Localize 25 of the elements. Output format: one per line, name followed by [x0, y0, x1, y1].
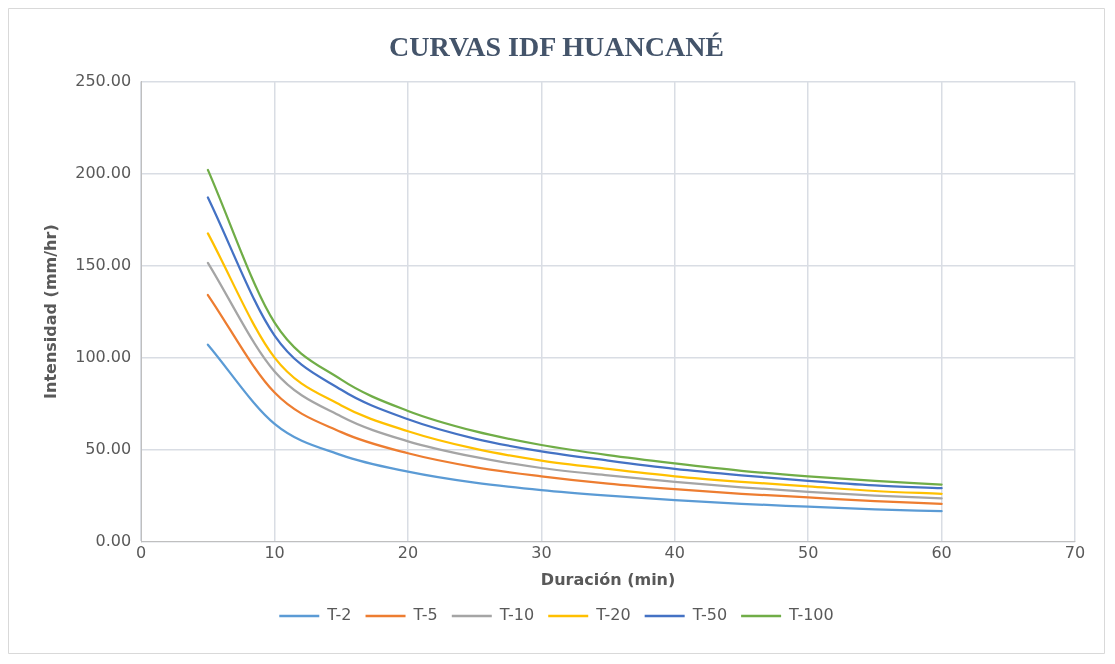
- legend-label: T-2: [326, 605, 352, 625]
- x-tick-label: 10: [264, 543, 285, 563]
- y-tick-label: 0.00: [95, 530, 132, 550]
- line-series: [206, 343, 943, 513]
- y-tick-label: 100.00: [75, 346, 132, 366]
- y-tick-label: 150.00: [75, 254, 132, 274]
- y-tick-label: 250.00: [75, 70, 132, 90]
- y-tick-label: 200.00: [75, 162, 132, 182]
- x-tick-label: 30: [531, 543, 552, 563]
- x-tick-label: 40: [664, 543, 685, 563]
- x-tick-label: 60: [931, 543, 952, 563]
- x-tick-label: 0: [136, 543, 147, 563]
- x-tick-label: 50: [798, 543, 819, 563]
- x-axis-title: Duración (min): [540, 569, 676, 589]
- chart-title: CURVAS IDF HUANCANÉ: [388, 31, 725, 63]
- x-tick-label: 70: [1064, 543, 1086, 563]
- legend-label: T-20: [595, 605, 631, 625]
- x-tick-label: 20: [397, 543, 419, 563]
- y-tick-label: 50.00: [85, 438, 132, 458]
- legend-label: T-10: [498, 605, 535, 625]
- y-axis-title: Intensidad (mm/hr): [40, 224, 60, 399]
- line-series: [206, 293, 943, 506]
- legend-label: T-100: [788, 605, 834, 625]
- legend-label: T-5: [412, 605, 438, 625]
- legend-label: T-50: [691, 605, 728, 625]
